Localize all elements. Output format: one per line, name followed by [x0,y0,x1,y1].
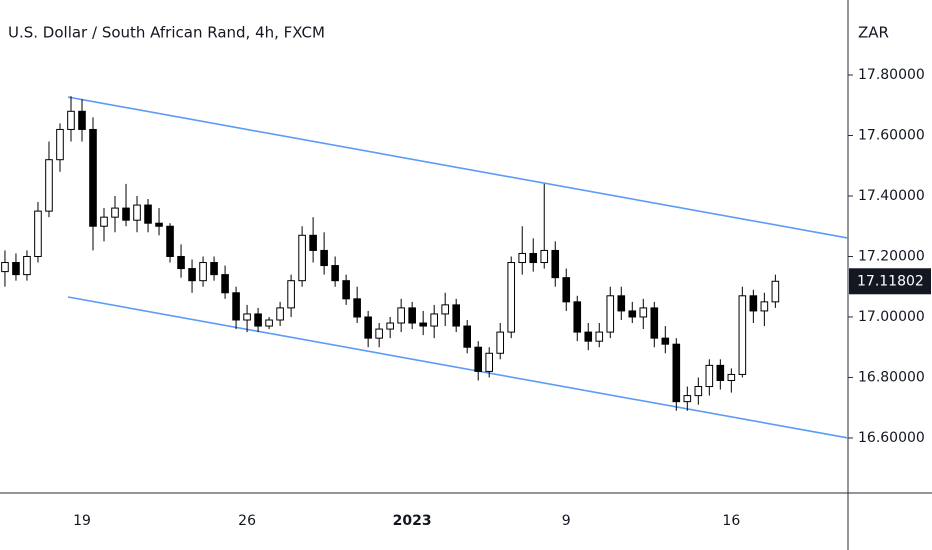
candle-body [34,210,42,257]
candle-body [584,331,593,342]
candle-body [430,313,438,327]
candle-body [606,295,615,333]
candle-body [166,225,174,257]
candle-body [518,252,527,264]
candle-body [529,252,538,264]
candle-body [672,343,681,403]
candle-body [540,249,549,264]
trendline [67,296,849,439]
y-tick-label: 16.80000 [858,369,925,385]
candle-body [408,307,416,324]
candle-body [474,346,483,372]
candle-body [738,295,747,375]
candle-body [694,386,703,397]
candle-body [463,325,471,348]
candle-body [507,262,516,333]
candle-body [485,352,494,372]
candle-body [265,319,273,327]
candle-body [419,322,427,327]
candle-body [628,310,637,318]
candle-body [353,298,361,318]
candle-body [221,274,229,294]
x-tick-label: 16 [722,513,740,529]
candle-body [650,307,659,339]
last-price-tag [849,268,931,295]
x-tick-label: 2023 [393,513,432,529]
candle-body [595,331,604,342]
x-tick-label: 19 [73,513,91,529]
candle-body [1,262,9,273]
candle-body [133,204,141,221]
candle-body [364,316,372,339]
candle-body [12,262,20,276]
candle-body [562,277,571,303]
candle-body [100,216,108,227]
candle-body [122,207,130,221]
candle-body [441,304,449,315]
candle-body [320,249,328,267]
candle-body [45,159,53,212]
candle-body [177,255,185,270]
candle-body [276,307,284,321]
candle-body [89,128,97,227]
candle-body [287,280,295,309]
candle-body [749,295,758,312]
y-tick-label: 17.20000 [858,248,925,264]
candle-body [254,313,262,327]
y-tick-label: 17.60000 [858,127,925,143]
candle-body [23,255,31,276]
candle-body [639,307,648,318]
candle-body [661,337,670,345]
candle-body [496,331,505,354]
candle-body [375,328,383,339]
candle-body [771,280,780,303]
candle-body [705,364,714,388]
y-tick-label: 17.40000 [858,188,925,204]
candle-body [716,364,725,381]
candle-body [573,301,582,333]
candle-body [683,395,692,403]
y-axis-label: ZAR [858,24,889,42]
last-price-label: 17.11802 [857,273,924,289]
y-tick-label: 17.80000 [858,67,925,83]
candle-body [232,292,240,321]
candle-body [309,234,317,251]
candle-body [617,295,626,312]
candle-body [67,110,75,130]
candle-body [155,222,163,227]
candle-body [144,204,152,224]
candle-body [397,307,405,324]
candle-body [551,249,560,279]
candle-body [111,207,119,218]
candle-body [760,301,769,312]
x-tick-label: 26 [238,513,256,529]
candle-body [298,234,306,282]
candle-body [78,110,86,130]
candle-body [199,262,207,282]
candle-body [243,313,251,321]
candle-body [386,322,394,330]
candle-body [188,268,196,282]
y-tick-label: 17.00000 [858,309,925,325]
trendline [67,96,849,239]
chart-title: U.S. Dollar / South African Rand, 4h, FX… [8,24,325,42]
candle-body [210,262,218,276]
candle-body [342,280,350,300]
x-tick-label: 9 [562,513,571,529]
candle-body [331,265,339,282]
y-tick-label: 16.60000 [858,430,925,446]
candle-body [56,128,64,161]
candle-body [452,304,460,327]
candle-body [727,373,736,381]
